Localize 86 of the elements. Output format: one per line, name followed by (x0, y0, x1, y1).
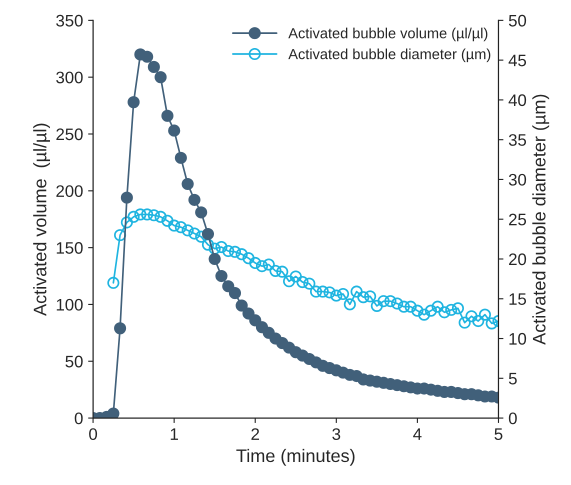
point (344, 298, 356, 310)
point (432, 300, 444, 313)
point (452, 302, 464, 314)
point (296, 276, 309, 288)
point (378, 295, 390, 308)
point (350, 286, 363, 298)
y-tick-label: 100 (56, 298, 83, 311)
point (148, 209, 160, 222)
point (445, 304, 458, 316)
point (398, 300, 410, 313)
point (128, 210, 140, 223)
y-tick-label: 250 (56, 128, 83, 140)
point (188, 227, 200, 240)
point (182, 224, 194, 236)
y2-tick-label: 30 (508, 174, 526, 186)
point (404, 300, 417, 313)
point (215, 241, 228, 254)
point (154, 210, 167, 223)
y2-tick-label: 10 (509, 332, 526, 345)
y2-tick-label: 35 (508, 134, 526, 146)
y-tick-label: 350 (56, 14, 83, 27)
y-tick-label: 300 (56, 72, 83, 84)
point (269, 264, 282, 277)
x-axis-title: Time (minutes) (236, 448, 355, 466)
point (141, 208, 154, 220)
point (222, 244, 234, 258)
y2-tick-label: 20 (509, 253, 526, 266)
y2-tick-label: 45 (508, 54, 526, 66)
y-tick-label: 150 (56, 242, 83, 254)
point (438, 306, 450, 318)
point (486, 317, 498, 330)
point (391, 297, 404, 310)
point (228, 246, 242, 258)
point (283, 275, 296, 288)
y-tick-label: 0 (74, 412, 83, 424)
point (249, 256, 262, 270)
y2-tick-label: 5 (508, 372, 517, 385)
x-tick-label: 2 (251, 428, 260, 440)
point (324, 286, 336, 298)
x-tick-label: 4 (413, 428, 422, 440)
y-axis-title: Activated volume (µl/µl) (33, 124, 50, 316)
point (472, 314, 484, 328)
point (236, 248, 248, 260)
y2-tick-label: 0 (508, 412, 517, 424)
point (458, 316, 471, 329)
y2-tick-label: 15 (509, 293, 526, 305)
point (337, 288, 350, 300)
point (465, 310, 478, 322)
point (478, 308, 491, 321)
point (370, 300, 383, 312)
x-tick-label: 1 (170, 428, 178, 440)
y2-axis-title: Activated bubble diameter (µm) (532, 94, 550, 345)
x-tick-label: 3 (332, 428, 340, 440)
point (202, 238, 214, 251)
point (208, 242, 221, 255)
point (262, 258, 275, 271)
point (242, 252, 255, 264)
point (276, 266, 288, 278)
point (364, 290, 376, 302)
point (168, 220, 180, 232)
point (424, 304, 437, 317)
legend-label: Activated bubble volume (µl/µl) (288, 28, 488, 42)
point (120, 216, 133, 228)
point (411, 304, 424, 317)
point (256, 260, 268, 272)
point (134, 208, 146, 220)
point (357, 291, 370, 304)
point (384, 295, 396, 308)
point (418, 308, 430, 321)
point (310, 286, 322, 298)
point (330, 290, 342, 302)
x-tick-label: 0 (89, 428, 98, 440)
y2-tick-label: 25 (509, 214, 526, 226)
x-tick-label: 5 (494, 428, 502, 440)
legend-label: Activated bubble diameter (µm) (288, 48, 490, 62)
point (114, 229, 126, 242)
y2-tick-label: 40 (508, 94, 526, 106)
point (174, 221, 187, 234)
point (303, 278, 316, 290)
y-tick-label: 50 (65, 356, 83, 368)
y2-tick-label: 50 (508, 14, 526, 27)
point (316, 286, 329, 298)
point (161, 214, 174, 227)
y-tick-label: 200 (56, 185, 83, 198)
point (290, 270, 302, 283)
point (107, 276, 120, 289)
